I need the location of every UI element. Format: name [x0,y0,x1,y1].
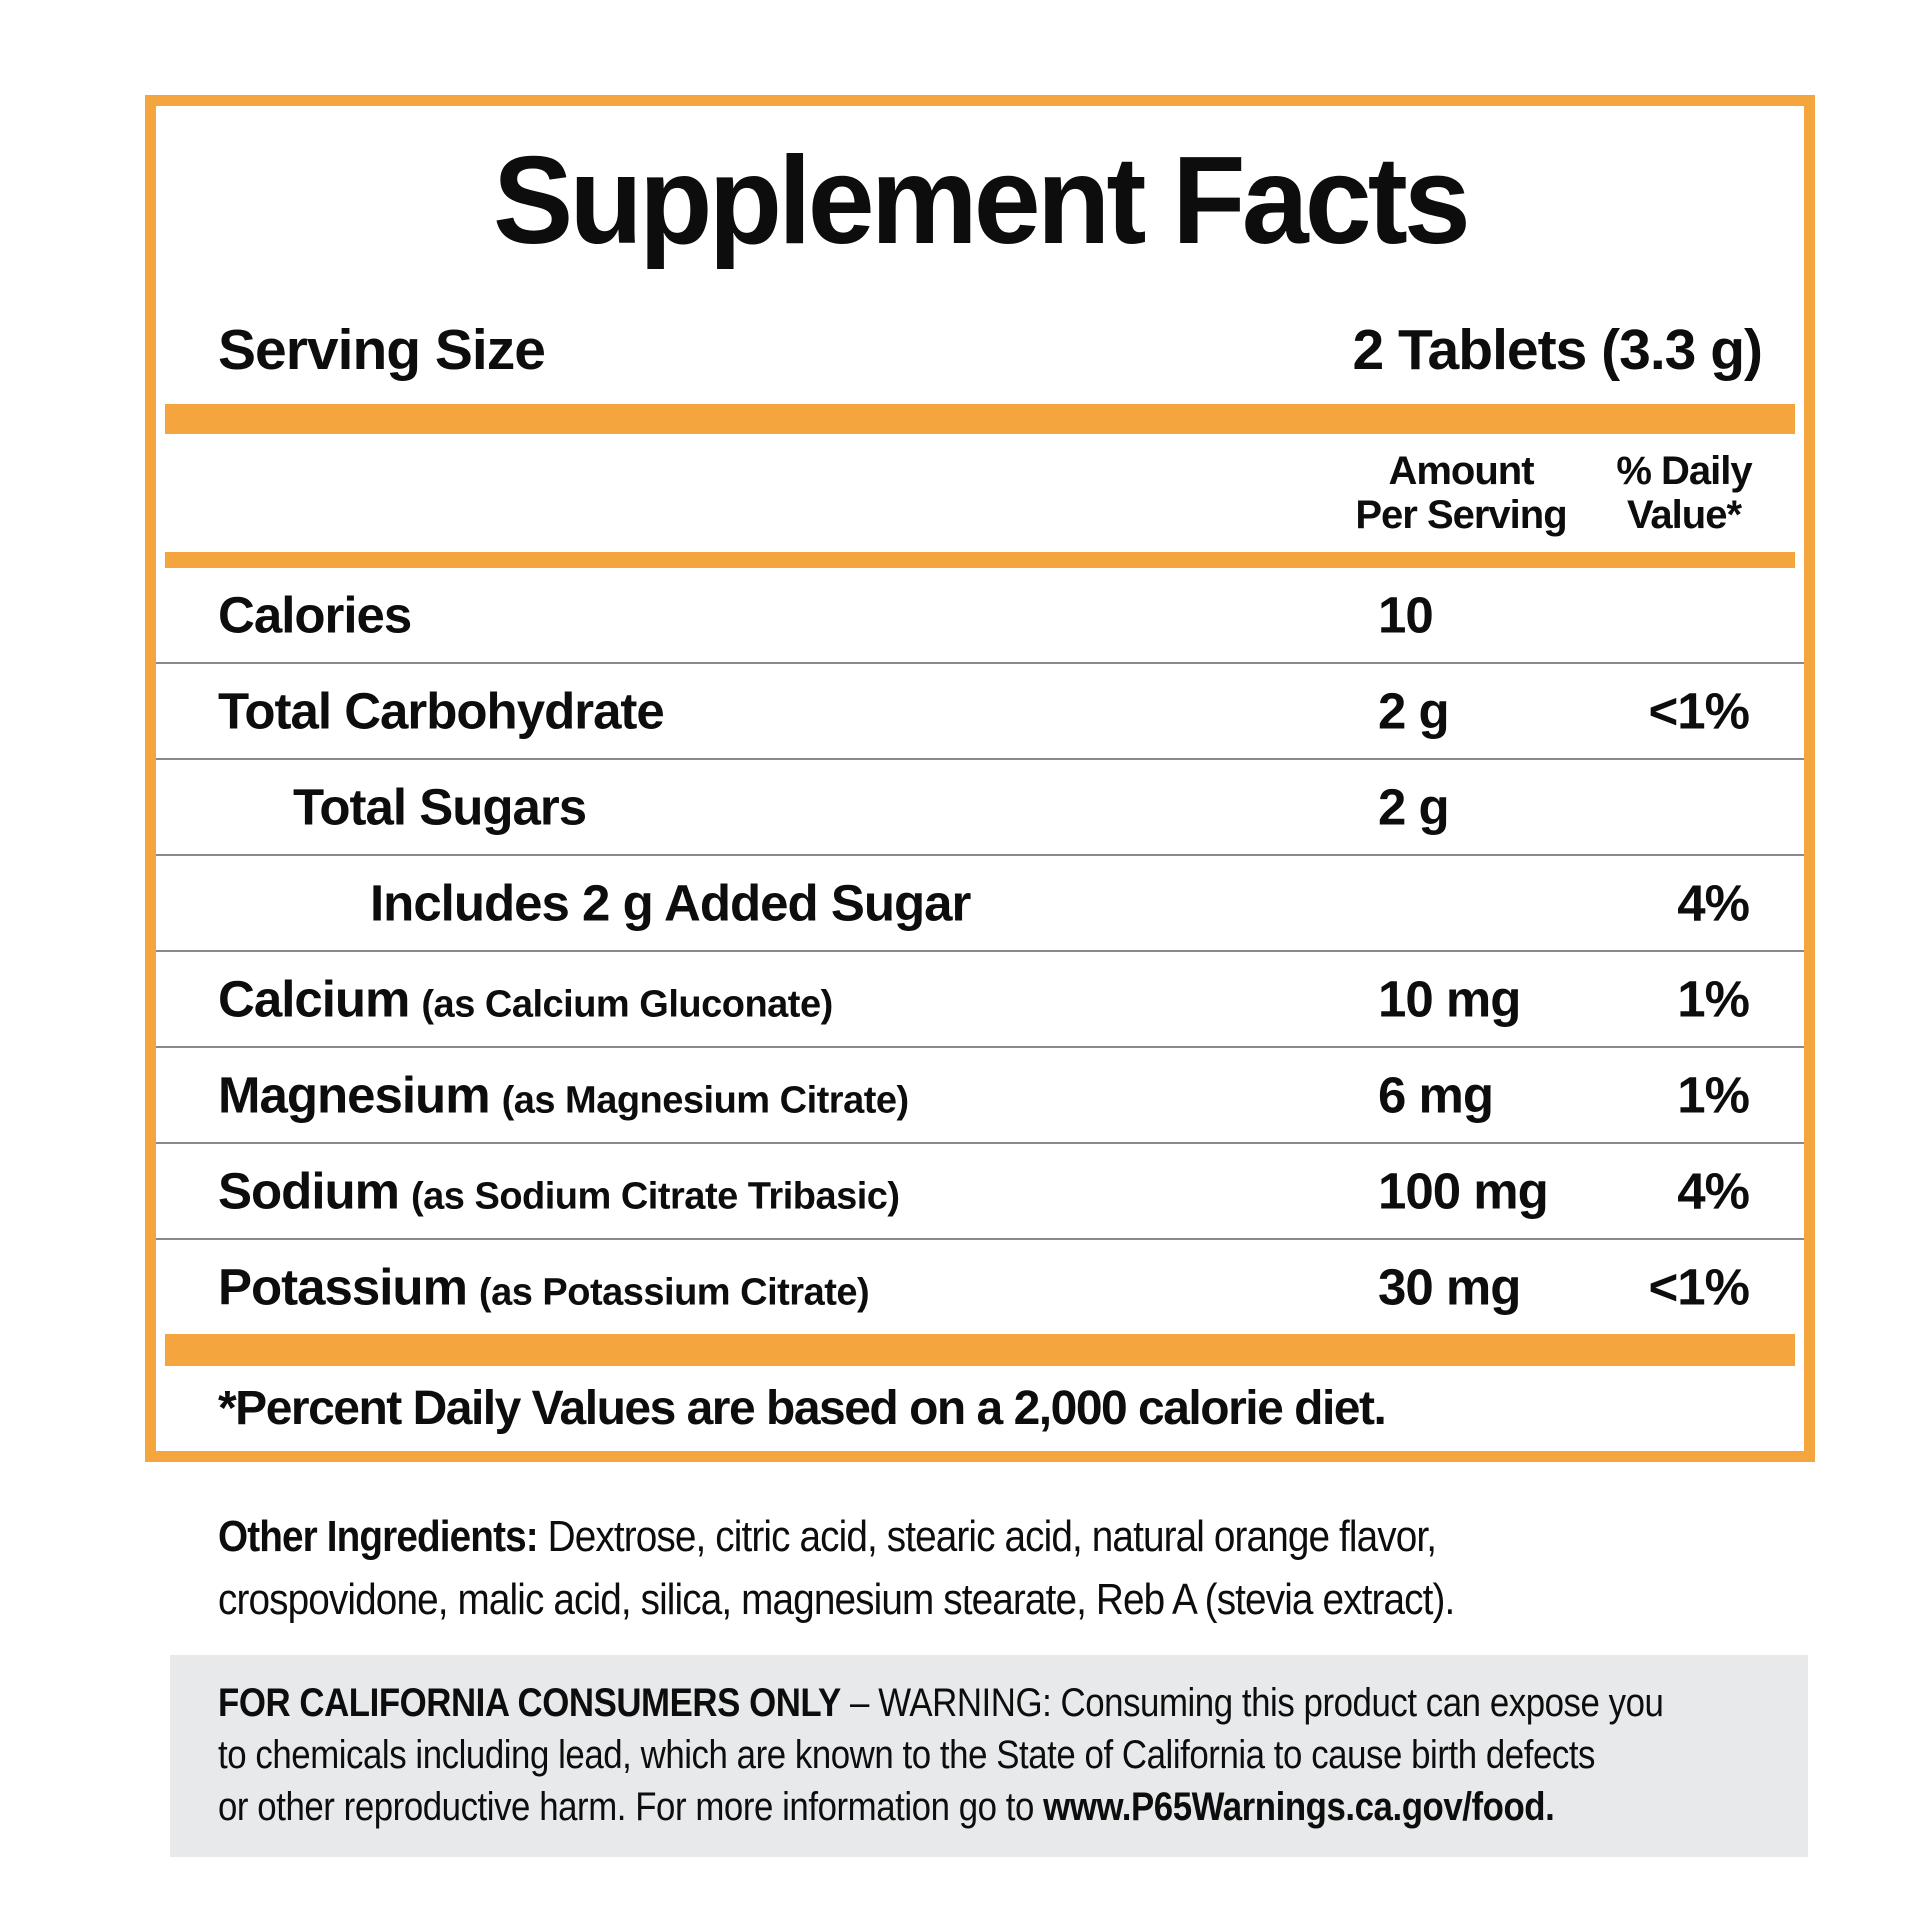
nutrient-row-calcium: Calcium (as Calcium Gluconate) 10 mg 1% [156,952,1804,1048]
california-warning-box: FOR CALIFORNIA CONSUMERS ONLY – WARNING:… [170,1655,1808,1857]
nutrient-name: Total Sugars [293,778,587,836]
nutrient-daily-value: 1% [1677,1066,1750,1124]
serving-size-row: Serving Size 2 Tablets (3.3 g) [156,296,1804,404]
nutrient-name: Calcium [218,970,410,1028]
other-ingredients-list-part1: Dextrose, citric acid, stearic acid, nat… [537,1512,1437,1561]
warning-separator: – [840,1681,879,1725]
nutrient-daily-value: <1% [1648,1258,1750,1316]
nutrient-name: Potassium [218,1258,468,1316]
daily-value-header-line1: % Daily [1616,449,1752,493]
warning-line2: to chemicals including lead, which are k… [218,1729,1595,1781]
nutrient-amount: 2 g [1378,778,1450,836]
nutrient-amount: 6 mg [1378,1066,1494,1124]
amount-header-line1: Amount [1388,449,1534,493]
nutrient-row-added-sugar: Includes 2 g Added Sugar 4% [156,856,1804,952]
divider-bar-bottom [165,1334,1795,1366]
other-ingredients-line1: Other Ingredients: Dextrose, citric acid… [218,1505,1644,1568]
supplement-facts-panel: Supplement Facts Serving Size 2 Tablets … [145,95,1815,1462]
nutrient-row-magnesium: Magnesium (as Magnesium Citrate) 6 mg 1% [156,1048,1804,1144]
nutrient-source: (as Calcium Gluconate) [421,983,833,1026]
nutrient-amount: 10 [1378,586,1434,644]
panel-title: Supplement Facts [493,132,1471,270]
nutrient-daily-value: 4% [1677,874,1750,932]
nutrient-row-total-sugars: Total Sugars 2 g [156,760,1804,856]
daily-value-footnote: *Percent Daily Values are based on a 2,0… [156,1366,1804,1451]
nutrient-row-potassium: Potassium (as Potassium Citrate) 30 mg <1… [156,1240,1804,1334]
serving-size-value: 2 Tablets (3.3 g) [1352,318,1763,382]
warning-intro: FOR CALIFORNIA CONSUMERS ONLY [218,1681,841,1725]
divider-bar-under-headers [165,552,1795,568]
nutrient-row-total-carbohydrate: Total Carbohydrate 2 g <1% [156,664,1804,760]
nutrient-name: Total Carbohydrate [218,682,665,740]
amount-header-line2: Per Serving [1355,493,1567,537]
nutrient-name: Sodium [218,1162,400,1220]
nutrient-amount: 10 mg [1378,970,1521,1028]
nutrient-amount: 30 mg [1378,1258,1521,1316]
nutrient-name: Includes 2 g Added Sugar [370,874,971,932]
nutrient-row-calories: Calories 10 [156,568,1804,664]
nutrient-rows: Calories 10 Total Carbohydrate 2 g <1% T… [156,568,1804,1334]
other-ingredients-section: Other Ingredients: Dextrose, citric acid… [218,1505,1838,1631]
nutrient-amount: 100 mg [1378,1162,1549,1220]
other-ingredients-label: Other Ingredients: [218,1512,539,1561]
nutrient-name: Calories [218,586,412,644]
nutrient-amount: 2 g [1378,682,1450,740]
nutrient-source: (as Sodium Citrate Tribasic) [411,1175,900,1218]
nutrient-daily-value: 1% [1677,970,1750,1028]
warning-line3-text: or other reproductive harm. For more inf… [218,1785,1044,1829]
divider-bar-top [165,404,1795,434]
amount-per-serving-header: Amount Per Serving [1355,449,1567,537]
other-ingredients-line2: crospovidone, malic acid, silica, magnes… [218,1568,1644,1631]
warning-line1: FOR CALIFORNIA CONSUMERS ONLY – WARNING:… [218,1677,1664,1729]
footnote-text: *Percent Daily Values are based on a 2,0… [218,1382,1387,1435]
nutrient-name: Magnesium [218,1066,491,1124]
warning-line2-text: to chemicals including lead, which are k… [218,1733,1596,1777]
nutrient-source: (as Potassium Citrate) [478,1271,870,1314]
daily-value-header-line2: Value* [1626,493,1742,537]
nutrient-row-sodium: Sodium (as Sodium Citrate Tribasic) 100 m… [156,1144,1804,1240]
nutrient-daily-value: <1% [1648,682,1750,740]
nutrient-source: (as Magnesium Citrate) [501,1079,910,1122]
column-header-row: Amount Per Serving % Daily Value* [156,434,1804,552]
warning-line1-text: WARNING: Consuming this product can expo… [878,1681,1664,1725]
warning-line3: or other reproductive harm. For more inf… [218,1781,1560,1833]
other-ingredients-list-part2: crospovidone, malic acid, silica, magnes… [218,1575,1455,1624]
nutrient-daily-value: 4% [1677,1162,1750,1220]
warning-url: www.P65Warnings.ca.gov/food. [1043,1785,1555,1829]
daily-value-header: % Daily Value* [1616,449,1752,537]
serving-size-label: Serving Size [218,318,546,382]
